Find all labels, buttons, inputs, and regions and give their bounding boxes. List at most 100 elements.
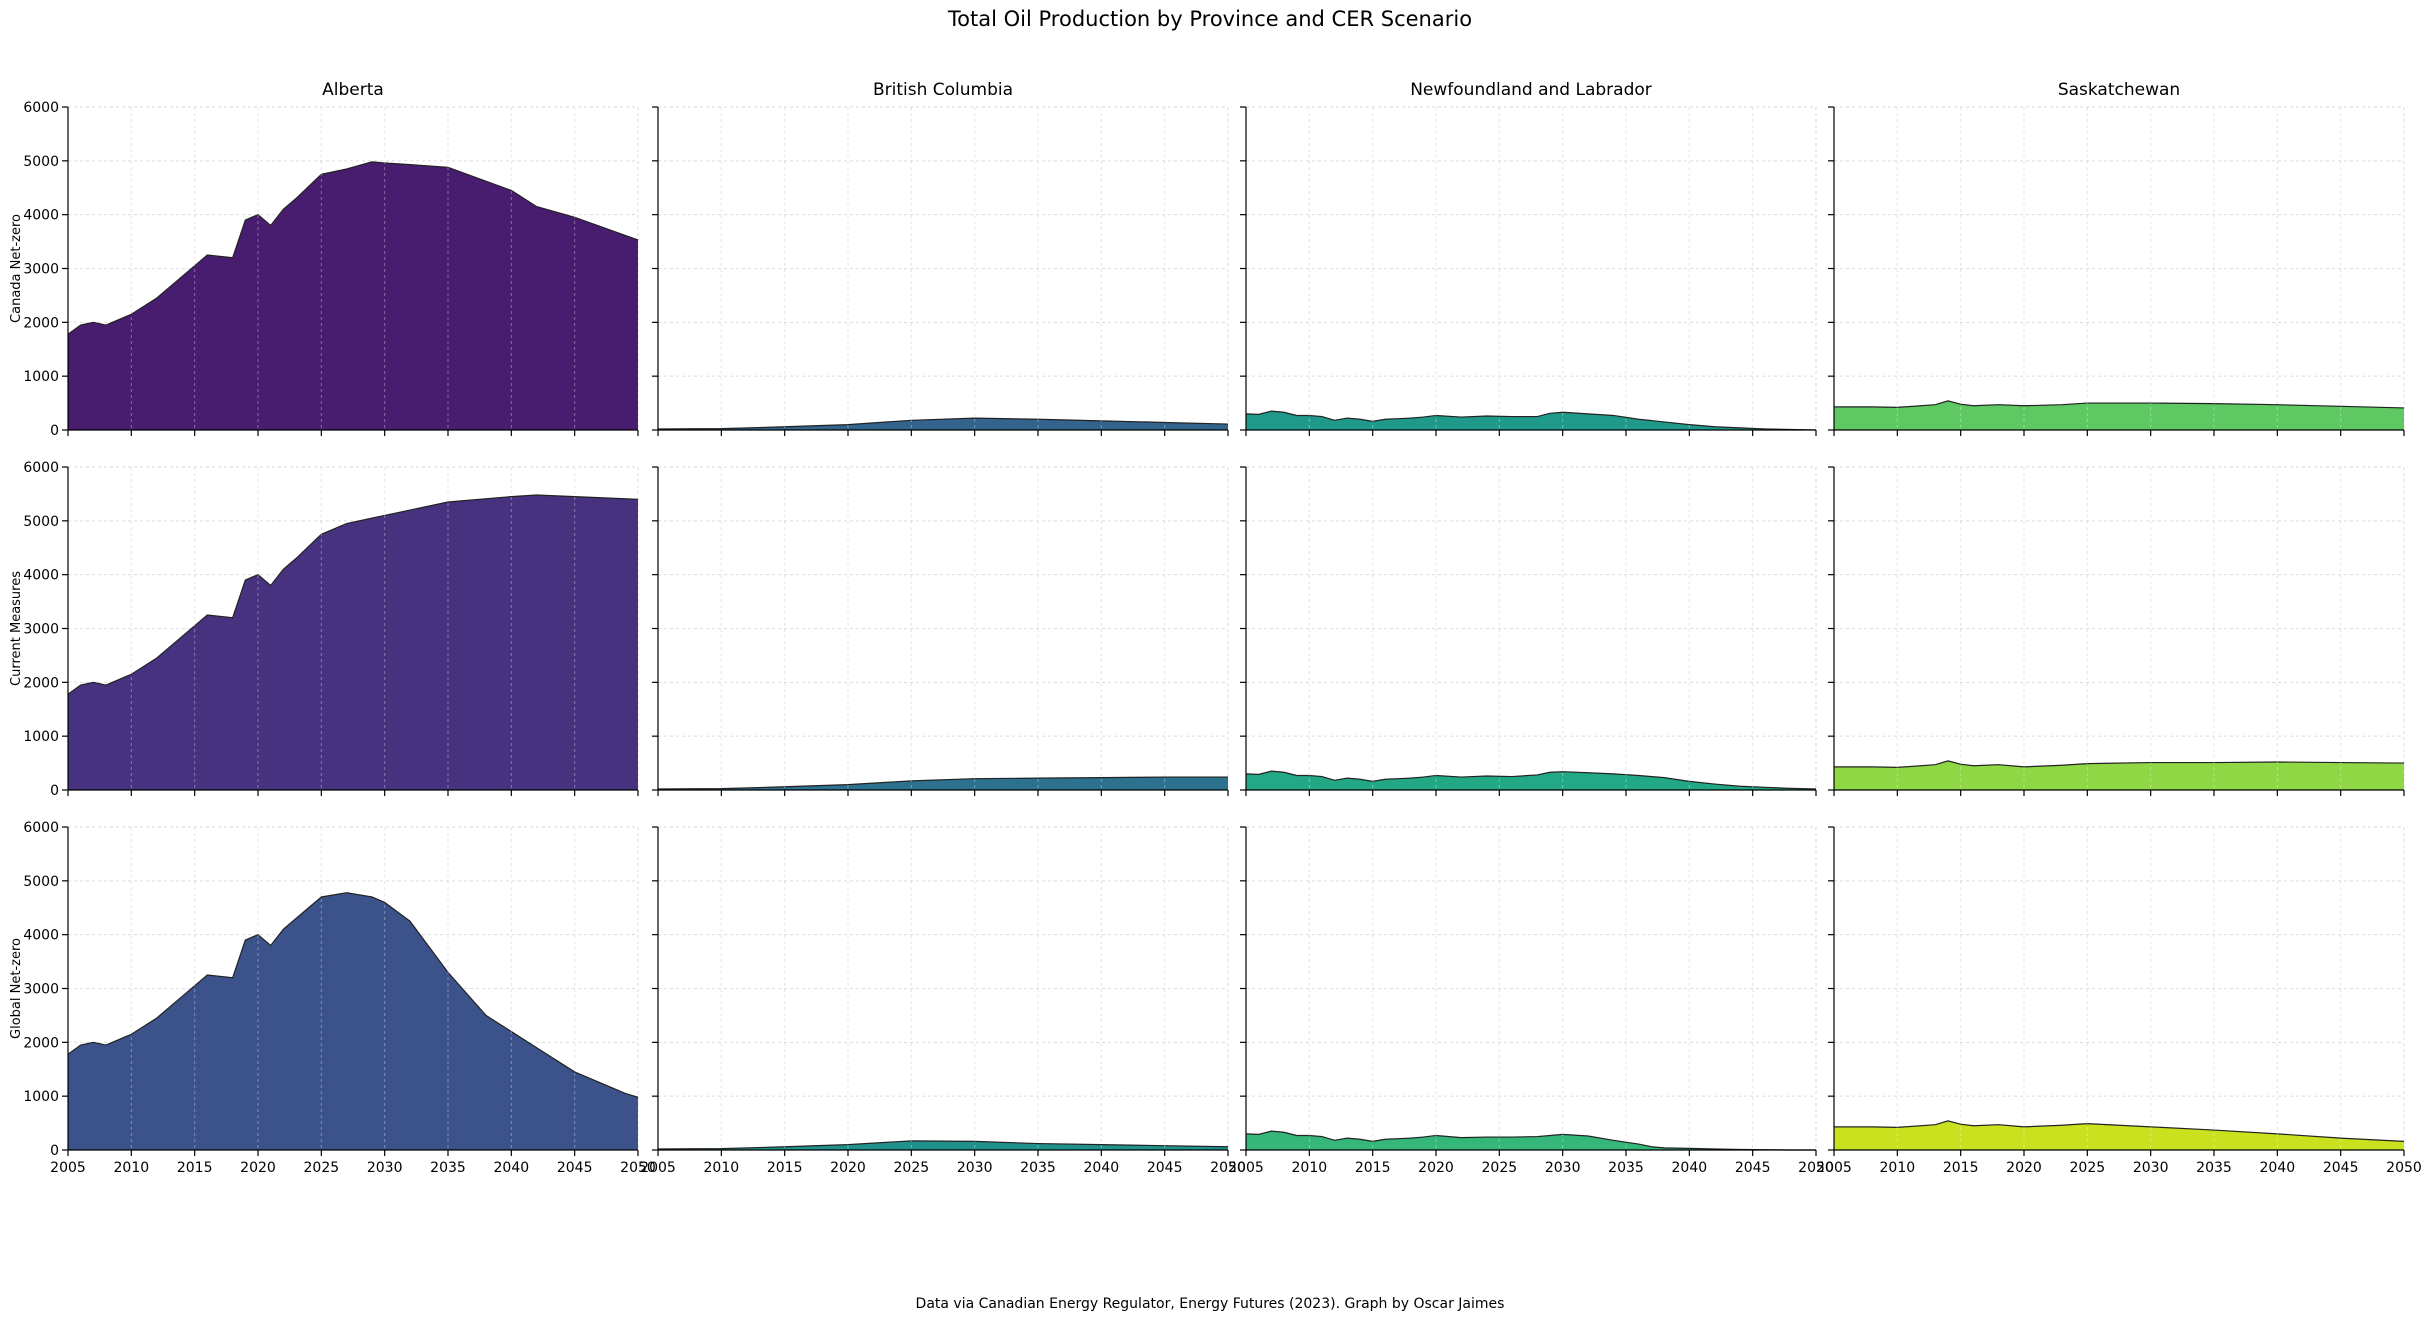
x-tick-label: 2025 — [1482, 1160, 1518, 1176]
x-tick-label: 2025 — [2070, 1160, 2106, 1176]
panel-1-2 — [1240, 466, 1817, 796]
x-tick-label: 2010 — [704, 1160, 740, 1176]
column-title: British Columbia — [873, 80, 1013, 100]
x-tick-label: 2045 — [1147, 1160, 1183, 1176]
y-tick-label: 5000 — [23, 874, 59, 890]
area-outline — [1245, 1130, 1816, 1151]
y-tick-label: 0 — [50, 783, 59, 799]
area-outline — [657, 1140, 1229, 1150]
x-tick-label: 2010 — [1292, 1160, 1328, 1176]
area-outline — [1245, 770, 1817, 790]
x-tick-label: 2035 — [2196, 1160, 2232, 1176]
y-tick-label: 1000 — [23, 729, 59, 745]
area-series — [68, 892, 638, 1150]
x-tick-label: 2050 — [1210, 1160, 1246, 1176]
x-tick-label: 2035 — [430, 1160, 466, 1176]
x-tick-label: 2035 — [1608, 1160, 1644, 1176]
x-tick-label: 2020 — [1418, 1160, 1454, 1176]
y-tick-label: 5000 — [23, 514, 59, 530]
x-tick-label: 2020 — [240, 1160, 276, 1176]
y-tick-label: 1000 — [23, 369, 59, 385]
x-tick-label: 2040 — [1084, 1160, 1120, 1176]
area-series — [658, 1140, 1228, 1150]
x-tick-label: 2035 — [1020, 1160, 1056, 1176]
x-tick-label: 2050 — [2386, 1160, 2421, 1176]
x-tick-label: 2015 — [767, 1160, 803, 1176]
x-tick-label: 2050 — [620, 1160, 656, 1176]
area-outline — [67, 161, 639, 335]
area-outline — [1834, 400, 2405, 409]
x-tick-label: 2015 — [1355, 1160, 1391, 1176]
area-series — [1246, 411, 1816, 430]
area-series — [1834, 1120, 2404, 1150]
x-tick-label: 2030 — [1545, 1160, 1581, 1176]
y-tick-label: 0 — [50, 423, 59, 439]
row-label: Current Measures — [9, 571, 24, 686]
panel-1-0: 0 1000 2000 3000 4000 5000 6000 Current Measure… — [9, 460, 639, 799]
panel-1-3 — [1828, 466, 2405, 796]
area-series — [1246, 771, 1816, 790]
y-tick-label: 5000 — [23, 154, 59, 170]
y-tick-label: 3000 — [23, 982, 59, 998]
panel-0-2: Newfoundland and Labrador — [1240, 80, 1817, 436]
y-tick-label: 3000 — [23, 622, 59, 638]
area-series — [68, 494, 638, 790]
y-tick-label: 6000 — [23, 820, 59, 836]
x-tick-label: 2045 — [557, 1160, 593, 1176]
area-outline — [1834, 1120, 2405, 1142]
x-tick-label: 2045 — [1735, 1160, 1771, 1176]
y-tick-label: 2000 — [23, 675, 59, 691]
x-tick-label: 2030 — [367, 1160, 403, 1176]
area-series — [68, 161, 638, 430]
y-tick-label: 2000 — [23, 315, 59, 331]
panel-2-1: 2005 2010 2015 2020 2025 2030 2035 2040 2045 2050 — [640, 826, 1246, 1176]
y-tick-label: 1000 — [23, 1089, 59, 1105]
area-outline — [67, 892, 639, 1098]
x-tick-label: 2040 — [494, 1160, 530, 1176]
x-tick-label: 2050 — [1798, 1160, 1834, 1176]
x-tick-label: 2010 — [1880, 1160, 1916, 1176]
area-outline — [1834, 760, 2405, 768]
x-tick-label: 2020 — [830, 1160, 866, 1176]
row-label: Canada Net-zero — [9, 214, 24, 323]
x-tick-label: 2025 — [304, 1160, 340, 1176]
panel-0-3: Saskatchewan — [1828, 80, 2405, 436]
y-tick-label: 4000 — [23, 928, 59, 944]
area-series — [658, 418, 1228, 430]
y-tick-label: 4000 — [23, 568, 59, 584]
column-title: Newfoundland and Labrador — [1410, 80, 1652, 100]
x-tick-label: 2005 — [640, 1160, 676, 1176]
y-tick-label: 0 — [50, 1143, 59, 1159]
y-tick-label: 4000 — [23, 208, 59, 224]
x-tick-label: 2030 — [957, 1160, 993, 1176]
area-outline — [1245, 410, 1817, 431]
x-tick-label: 2005 — [50, 1160, 86, 1176]
x-tick-label: 2005 — [1816, 1160, 1852, 1176]
x-tick-label: 2030 — [2133, 1160, 2169, 1176]
x-tick-label: 2010 — [114, 1160, 150, 1176]
y-tick-label: 3000 — [23, 262, 59, 278]
panel-2-2: 2005 2010 2015 2020 2025 2030 2035 2040 2045 2050 — [1228, 826, 1834, 1176]
column-title: Alberta — [322, 80, 384, 100]
panel-grid: 0 1000 2000 3000 4000 5000 6000 Alberta Canada N… — [9, 80, 2421, 1176]
x-tick-label: 2040 — [1672, 1160, 1708, 1176]
x-tick-label: 2015 — [177, 1160, 213, 1176]
column-title: Saskatchewan — [2058, 80, 2180, 100]
area-outline — [657, 417, 1229, 430]
x-tick-label: 2020 — [2006, 1160, 2042, 1176]
panel-0-0: 0 1000 2000 3000 4000 5000 6000 Alberta Canada N… — [9, 80, 639, 439]
chart-footer: Data via Canadian Energy Regulator, Ener… — [916, 1296, 1505, 1312]
x-tick-label: 2040 — [2260, 1160, 2296, 1176]
x-tick-label: 2025 — [894, 1160, 930, 1176]
y-tick-label: 6000 — [23, 460, 59, 476]
area-outline — [67, 494, 639, 695]
area-series — [1834, 400, 2404, 430]
panel-2-0: 0 1000 2000 3000 4000 5000 6000 2005 2010 2015 202… — [9, 820, 656, 1176]
chart-title: Total Oil Production by Province and CER… — [947, 7, 1472, 31]
area-series — [1246, 1131, 1816, 1150]
x-tick-label: 2015 — [1943, 1160, 1979, 1176]
y-tick-label: 6000 — [23, 100, 59, 116]
x-tick-label: 2045 — [2323, 1160, 2359, 1176]
row-label: Global Net-zero — [9, 938, 24, 1039]
